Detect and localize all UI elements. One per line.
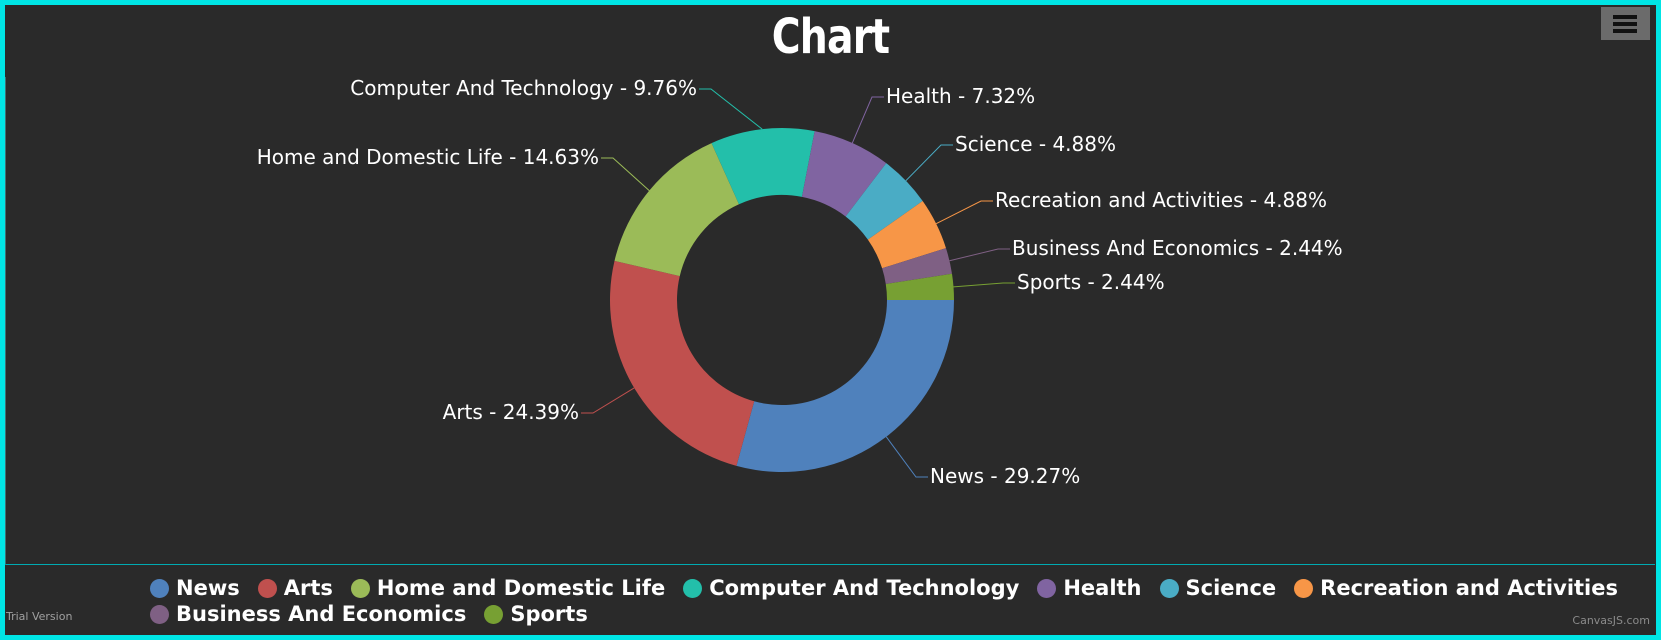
legend-marker-icon: [1159, 578, 1179, 598]
plot-area-border: [5, 77, 1655, 565]
leader-line: [601, 157, 650, 191]
legend-item[interactable]: Recreation and Activities: [1294, 576, 1618, 600]
legend-item[interactable]: Computer And Technology: [683, 576, 1019, 600]
chart-title: Chart: [771, 9, 890, 65]
legend-label: Sports: [510, 602, 588, 626]
legend-label: Recreation and Activities: [1320, 576, 1618, 600]
legend-item[interactable]: News: [150, 576, 240, 600]
legend-label: Science: [1185, 576, 1277, 600]
slice-label: Business And Economics - 2.44%: [1012, 236, 1343, 260]
credit-link[interactable]: CanvasJS.com: [1572, 614, 1650, 627]
slice-arts[interactable]: [610, 260, 755, 466]
legend-item[interactable]: Science: [1159, 576, 1277, 600]
chart-container: Chart News - 29.27% Arts - 24.39% Home and…: [5, 5, 1656, 635]
legend-item[interactable]: Health: [1037, 576, 1142, 600]
leader-line: [699, 88, 763, 130]
legend-label: Health: [1063, 576, 1142, 600]
legend-marker-icon: [350, 578, 370, 598]
doughnut-chart: News - 29.27% Arts - 24.39% Home and Domes…: [257, 76, 1343, 488]
slice-science[interactable]: [845, 163, 923, 240]
slice-label: Arts - 24.39%: [443, 400, 579, 424]
legend-item[interactable]: Arts: [257, 576, 333, 600]
chart-legend: News Arts Home and Domestic Life Computer A…: [150, 575, 1618, 627]
trial-version-text: Trial Version: [6, 610, 73, 623]
slice-news[interactable]: [736, 300, 954, 472]
legend-marker-icon: [150, 604, 169, 624]
slice-label: Recreation and Activities - 4.88%: [995, 188, 1327, 212]
leader-line: [935, 200, 993, 225]
leader-line: [885, 436, 928, 478]
slice-label: Sports - 2.44%: [1017, 270, 1165, 294]
leader-line: [851, 96, 884, 144]
leader-line: [949, 248, 1010, 262]
legend-marker-icon: [484, 604, 504, 624]
legend-marker-icon: [683, 578, 703, 598]
slice-health[interactable]: [801, 131, 887, 217]
legend-item[interactable]: Business And Economics: [150, 602, 466, 626]
legend-label: Home and Domestic Life: [376, 576, 666, 600]
legend-marker-icon: [150, 578, 169, 598]
slice-business-and-economics[interactable]: [882, 248, 952, 284]
slice-label: Computer And Technology - 9.76%: [350, 76, 697, 100]
legend-item[interactable]: Sports: [484, 602, 588, 626]
slice-sports[interactable]: [885, 273, 954, 300]
leader-line: [905, 144, 953, 182]
slice-home-and-domestic-life[interactable]: [614, 143, 739, 277]
slice-computer-and-technology[interactable]: [711, 127, 815, 205]
legend-label: Arts: [283, 576, 333, 600]
slice-label: News - 29.27%: [930, 464, 1080, 488]
legend-label: Business And Economics: [176, 602, 467, 626]
chart-menu-button[interactable]: [1601, 7, 1650, 40]
slice-recreation-and-activities[interactable]: [867, 201, 946, 269]
slice-label: Science - 4.88%: [955, 132, 1116, 156]
slice-label: Home and Domestic Life - 14.63%: [257, 145, 599, 169]
leader-line: [581, 387, 635, 414]
legend-label: Computer And Technology: [709, 576, 1020, 600]
legend-marker-icon: [1294, 578, 1314, 598]
legend-item[interactable]: Home and Domestic Life: [350, 576, 666, 600]
slice-label: Health - 7.32%: [886, 84, 1035, 108]
legend-marker-icon: [257, 578, 277, 598]
legend-label: News: [176, 576, 240, 600]
legend-marker-icon: [1037, 578, 1057, 598]
leader-line: [953, 282, 1015, 288]
